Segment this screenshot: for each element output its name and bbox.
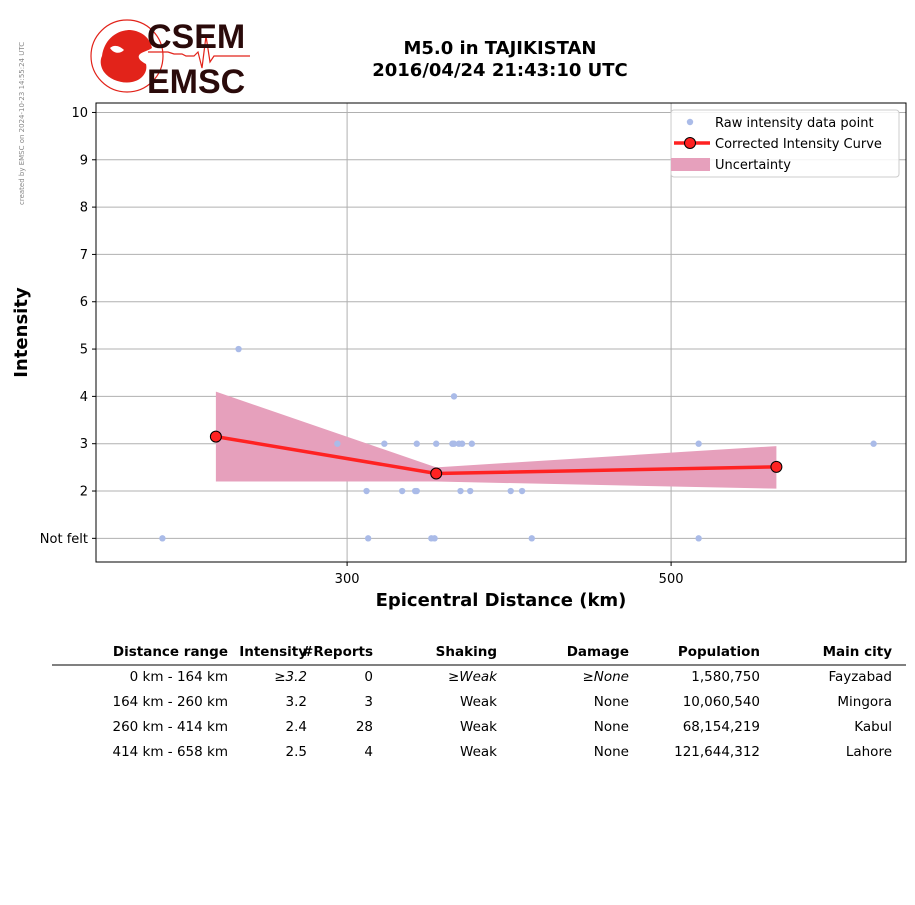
table-cell: Mingora (837, 694, 892, 710)
table-cell: 0 km - 164 km (129, 669, 228, 685)
raw-data-point (431, 535, 438, 542)
legend-raw-label: Raw intensity data point (715, 116, 874, 131)
table-cell: 164 km - 260 km (112, 694, 228, 710)
raw-data-point (870, 440, 877, 447)
table-cell: Weak (460, 719, 497, 735)
raw-data-point (695, 535, 702, 542)
intensity-chart: Not felt 2 3 4 5 6 7 8 9 10 300 500 Epicentral Dista… (11, 102, 907, 611)
y-tick-label: 4 (80, 390, 88, 405)
raw-data-point (364, 535, 372, 542)
legend-curve-label: Corrected Intensity Curve (715, 137, 882, 152)
x-tick-label: 500 (659, 572, 684, 587)
table-header-row: Distance range Intensity #Reports Shaking Da… (52, 640, 906, 665)
raw-data-point (458, 440, 466, 447)
table-cell: ≥3.2 (274, 669, 307, 685)
raw-data-point (381, 440, 388, 447)
y-tick-label: 6 (80, 295, 88, 310)
curve-marker (209, 430, 222, 443)
y-tick-label: 2 (80, 485, 88, 500)
table-cell: Weak (460, 744, 497, 760)
table-cell: 3.2 (285, 694, 307, 710)
table-cell: None (593, 744, 629, 760)
x-axis-label: Epicentral Distance (km) (376, 590, 627, 611)
table-cell: 10,060,540 (682, 694, 760, 710)
raw-data-point (413, 487, 420, 495)
table-cell: 2.4 (285, 719, 307, 735)
raw-data-point (457, 487, 464, 495)
table-cell: 414 km - 658 km (112, 744, 228, 760)
y-tick-label: Not felt (40, 532, 88, 547)
table-cell: Lahore (845, 744, 892, 760)
raw-data-point (235, 345, 242, 353)
table-body: 0 km - 164 km ≥3.2 0 ≥Weak ≥None 1,580,750 Fay… (52, 665, 906, 765)
raw-data-point (363, 487, 370, 495)
raw-data-point (398, 487, 406, 495)
table-header-rule (52, 664, 906, 666)
table-row: 164 km - 260 km 3.2 3 Weak None 10,060,540 Min… (52, 690, 906, 715)
chart-title-line1: M5.0 in TAJIKISTAN (403, 38, 597, 59)
table-row: 0 km - 164 km ≥3.2 0 ≥Weak ≥None 1,580,750 Fay… (52, 665, 906, 690)
raw-data-point (159, 535, 166, 542)
table-header-cell: Intensity (239, 644, 307, 660)
table-cell: 0 (364, 669, 373, 685)
table-cell: 4 (364, 744, 373, 760)
table-header-cell: Main city (822, 644, 892, 660)
table-header-cell: Damage (566, 644, 629, 660)
table-header-cell: #Reports (302, 644, 373, 660)
raw-data-point (450, 393, 458, 400)
raw-data-point (467, 487, 474, 495)
table-cell: 28 (355, 719, 373, 735)
raw-data-point (433, 440, 440, 447)
raw-data-point (518, 487, 526, 495)
table-cell: Weak (460, 694, 497, 710)
table-cell: 1,580,750 (691, 669, 760, 685)
table-cell: 260 km - 414 km (112, 719, 228, 735)
logo-text-emsc: EMSC (147, 63, 245, 98)
legend-curve-marker (684, 137, 696, 149)
y-tick-label: 8 (80, 201, 88, 216)
table-cell: ≥Weak (447, 669, 497, 685)
raw-data-point (450, 440, 458, 447)
raw-data-point (334, 440, 341, 447)
table-cell: None (593, 694, 629, 710)
curve-marker (770, 460, 783, 473)
raw-data-point (507, 487, 514, 495)
table-cell: 121,644,312 (674, 744, 760, 760)
table-header-cell: Distance range (112, 644, 228, 660)
raw-data-point (695, 440, 702, 447)
y-tick-label: 5 (80, 343, 88, 358)
table-cell: 68,154,219 (682, 719, 760, 735)
table-header-cell: Population (677, 644, 760, 660)
y-axis-label: Intensity (11, 287, 32, 378)
y-tick-label: 3 (80, 437, 88, 452)
legend-band-label: Uncertainty (715, 158, 791, 173)
x-tick-label: 300 (335, 572, 360, 587)
table-cell: ≥None (582, 669, 629, 685)
legend-band-swatch (671, 158, 710, 171)
raw-data-point (413, 440, 420, 447)
intensity-table: Distance range Intensity #Reports Shaking Da… (52, 640, 906, 765)
table-cell: 3 (364, 694, 373, 710)
raw-data-point (528, 535, 535, 542)
table-row: 414 km - 658 km 2.5 4 Weak None 121,644,312 La… (52, 740, 906, 765)
y-tick-label: 9 (80, 153, 88, 168)
legend-box (670, 109, 900, 178)
raw-data-point (468, 440, 476, 447)
legend-raw-marker (686, 118, 694, 126)
y-tick-label: 7 (80, 248, 88, 263)
y-tick-label: 10 (71, 106, 88, 121)
table-cell: Kabul (854, 719, 892, 735)
table-row: 260 km - 414 km 2.4 28 Weak None 68,154,219 Ka… (52, 715, 906, 740)
uncertainty-band (215, 391, 777, 489)
table-cell: 2.5 (285, 744, 307, 760)
table-cell: Fayzabad (828, 669, 892, 685)
plot-frame (95, 102, 907, 563)
csem-emsc-logo: CSEM EMSC (90, 18, 250, 98)
table-header-cell: Shaking (435, 644, 497, 660)
curve-marker (430, 467, 443, 480)
chart-title-line2: 2016/04/24 21:43:10 UTC (372, 60, 628, 81)
logo-text-csem: CSEM (147, 18, 245, 56)
table-cell: None (593, 719, 629, 735)
